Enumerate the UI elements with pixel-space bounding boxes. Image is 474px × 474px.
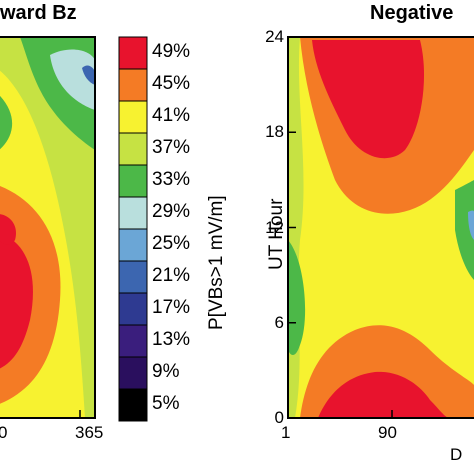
- left-chart-title: ward Bz: [0, 2, 77, 24]
- colorbar-swatch-4: [118, 164, 148, 198]
- y-tick-label-2: 12: [265, 217, 284, 237]
- colorbar-tick-7: 21%: [152, 265, 191, 286]
- colorbar-swatch-9: [118, 324, 148, 358]
- colorbar-swatch-8: [118, 292, 148, 326]
- colorbar-tick-6: 25%: [152, 233, 191, 254]
- colorbar-tick-10: 9%: [152, 361, 180, 382]
- colorbar-tick-3: 37%: [152, 137, 191, 158]
- left-x-tick-0: 0: [0, 423, 8, 442]
- right-x-tick-90: 90: [378, 423, 397, 442]
- colorbar-swatch-3: [118, 132, 148, 166]
- colorbar-tick-4: 33%: [152, 169, 191, 190]
- colorbar-tick-0: 49%: [152, 41, 191, 62]
- colorbar-swatch-7: [118, 260, 148, 294]
- colorbar-tick-5: 29%: [152, 201, 191, 222]
- colorbar-swatch-5: [118, 196, 148, 230]
- y-tick-label-1: 6: [274, 312, 284, 332]
- right-y-axis-label: UT Hour: [266, 198, 287, 270]
- right-chart-title: Negative: [370, 2, 454, 24]
- colorbar-tick-9: 13%: [152, 329, 191, 350]
- y-tick-label-0: 0: [274, 408, 284, 427]
- colorbar-swatch-2: [118, 100, 148, 134]
- left-x-tick-365: 365: [75, 423, 104, 442]
- colorbar-tick-1: 45%: [152, 73, 191, 94]
- y-tick-label-4: 24: [265, 27, 284, 46]
- colorbar-swatch-10: [118, 356, 148, 390]
- colorbar-tick-2: 41%: [152, 105, 191, 126]
- colorbar-tick-11: 5%: [152, 393, 180, 414]
- y-tick-label-3: 18: [265, 122, 284, 142]
- colorbar-swatch-11: [118, 388, 148, 422]
- right-x-tick-1: 1: [281, 423, 291, 442]
- colorbar-tick-8: 17%: [152, 297, 191, 318]
- right-x-axis-label: D: [450, 445, 463, 464]
